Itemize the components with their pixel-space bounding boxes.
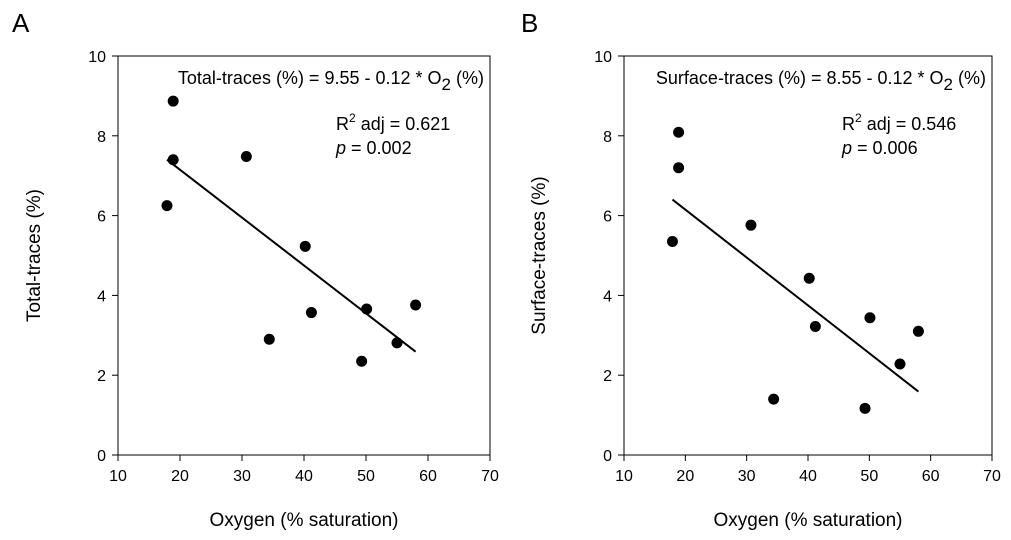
p-symbol: p [841,138,852,158]
r-squared-label: R2 adj = 0.621 [336,111,450,134]
x-tick-label: 40 [799,468,817,485]
x-tick-label: 20 [676,468,694,485]
x-tick-label: 50 [860,468,878,485]
y-tick-label: 0 [603,448,612,465]
x-tick-label: 60 [922,468,940,485]
y-tick-label: 10 [88,49,106,66]
data-point [745,219,757,231]
equation-subscript: 2 [442,75,451,94]
regression-equation: Total-traces (%) = 9.55 - 0.12 * O2 (%) [178,68,484,94]
y-axis-title: Surface-traces (%) [529,176,550,334]
p-value-label: p = 0.006 [841,138,918,158]
x-tick-label: 10 [109,468,127,485]
data-point [803,272,815,284]
chart-panel: B 10 20 30 40 50 60 70 0 2 4 6 8 10 Oxygen (% saturati… [521,8,1001,531]
equation-subscript: 2 [944,75,953,94]
data-point [859,402,871,414]
regression-line [166,158,417,353]
y-tick-label: 6 [603,209,612,226]
x-tick-label: 50 [357,468,375,485]
data-point [167,154,179,166]
y-tick-label: 4 [603,288,612,305]
data-point [299,240,311,252]
data-point [391,337,403,349]
y-tick-label: 4 [97,288,106,305]
panel-label: B [521,8,538,38]
data-point [240,151,252,163]
data-point [305,307,317,319]
y-tick-label: 8 [97,129,106,146]
equation-text: Surface-traces (%) = 8.55 - 0.12 * O [656,68,944,88]
data-point [673,162,685,174]
panel-label: A [12,8,30,38]
x-tick-label: 20 [171,468,189,485]
data-point [673,126,685,138]
x-tick-label: 30 [233,468,251,485]
equation-unit: (%) [451,68,484,88]
equation-text: Total-traces (%) = 9.55 - 0.12 * O [178,68,442,88]
x-axis-title: Oxygen (% saturation) [713,510,902,531]
data-point [864,312,876,324]
equation-unit: (%) [953,68,986,88]
data-point [666,236,678,248]
r-squared-label: R2 adj = 0.546 [842,111,956,134]
y-tick-label: 10 [594,49,612,66]
data-point [410,299,422,311]
data-point [809,321,821,333]
r-symbol: R [336,114,349,134]
data-point [361,303,373,315]
data-point [768,393,780,405]
r-superscript: 2 [855,111,862,125]
r-squared-value: adj = 0.546 [862,114,957,134]
r-superscript: 2 [349,111,356,125]
x-tick-label: 60 [419,468,437,485]
data-point [356,355,368,367]
r-squared-value: adj = 0.621 [356,114,451,134]
x-tick-label: 40 [295,468,313,485]
y-tick-label: 0 [97,448,106,465]
x-tick-label: 30 [738,468,756,485]
y-tick-label: 2 [603,368,612,385]
x-axis-title: Oxygen (% saturation) [209,510,398,531]
data-point [894,358,906,370]
data-point [161,200,173,212]
data-point [167,95,179,107]
p-value: = 0.002 [346,138,412,158]
y-axis-title: Total-traces (%) [24,189,45,322]
y-tick-label: 2 [97,368,106,385]
p-symbol: p [335,138,346,158]
regression-line [671,198,920,393]
data-point [263,333,275,345]
y-tick-label: 6 [97,209,106,226]
r-symbol: R [842,114,855,134]
chart-panel: A 10 20 30 40 50 60 70 0 2 4 6 8 10 Oxygen (% saturati… [12,8,499,531]
regression-equation: Surface-traces (%) = 8.55 - 0.12 * O2 (%… [656,68,986,94]
x-tick-label: 70 [481,468,499,485]
p-value-label: p = 0.002 [335,138,412,158]
x-tick-label: 70 [983,468,1001,485]
y-tick-label: 8 [603,129,612,146]
x-tick-label: 10 [615,468,633,485]
data-point [912,325,924,337]
p-value: = 0.006 [852,138,918,158]
